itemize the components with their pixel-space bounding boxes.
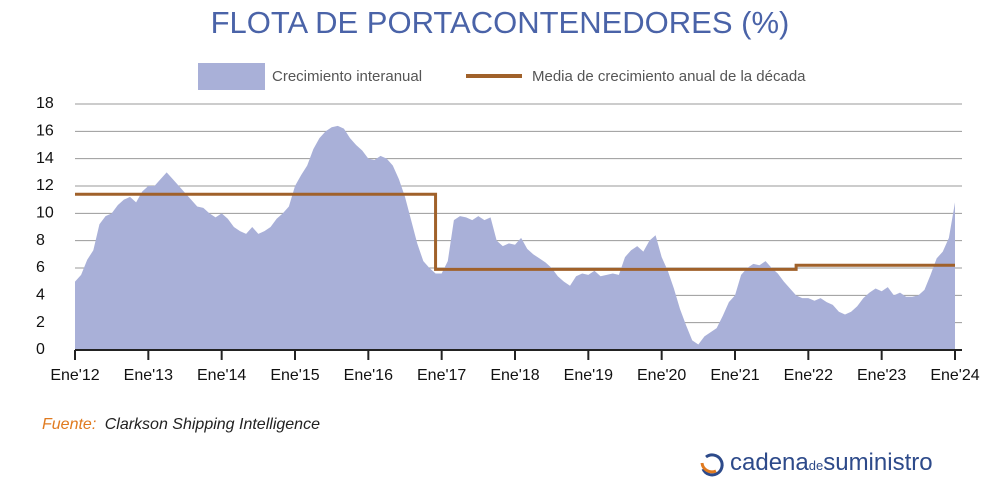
y-tick-label: 8 bbox=[36, 232, 45, 249]
x-tick-label: Ene'20 bbox=[637, 367, 686, 384]
chart-title: FLOTA DE PORTACONTENEDORES (%) bbox=[211, 5, 790, 40]
y-tick-label: 16 bbox=[36, 123, 54, 140]
legend-swatch bbox=[198, 63, 265, 90]
y-tick-label: 4 bbox=[36, 287, 45, 304]
x-tick-label: Ene'17 bbox=[417, 367, 466, 384]
x-tick-label: Ene'14 bbox=[197, 367, 246, 384]
average-line bbox=[75, 192, 955, 271]
logo-icon bbox=[701, 453, 724, 477]
x-tick-label: Ene'12 bbox=[50, 367, 99, 384]
logo: cadenadesuministro bbox=[700, 449, 933, 477]
source-note: Fuente: Clarkson Shipping Intelligence bbox=[42, 416, 320, 433]
logo-icon-accent bbox=[700, 462, 717, 474]
plot-area: 0 2 4 6 8 10 12 14 16 18 Ene'12 Ene'13 Ene'14 Ene'15 E… bbox=[36, 95, 980, 384]
x-tick-label: Ene'21 bbox=[710, 367, 759, 384]
source-text: Clarkson Shipping Intelligence bbox=[105, 416, 320, 433]
y-tick-label: 14 bbox=[36, 150, 54, 167]
y-tick-label: 18 bbox=[36, 95, 54, 112]
x-tick-label: Ene'18 bbox=[490, 367, 539, 384]
x-tick-label: Ene'22 bbox=[784, 367, 833, 384]
legend: Crecimiento interanual Media de crecimien… bbox=[198, 63, 806, 90]
logo-main: cadena bbox=[730, 449, 809, 476]
source-label: Fuente: bbox=[42, 416, 96, 433]
x-tick-label: Ene'24 bbox=[930, 367, 979, 384]
y-tick-label: 6 bbox=[36, 259, 45, 276]
y-tick-label: 0 bbox=[36, 341, 45, 358]
legend-label: Media de crecimiento anual de la década bbox=[532, 68, 806, 85]
y-tick-label: 12 bbox=[36, 177, 54, 194]
x-tick-label: Ene'13 bbox=[124, 367, 173, 384]
legend-label: Crecimiento interanual bbox=[272, 68, 422, 85]
x-tick-label: Ene'15 bbox=[270, 367, 319, 384]
logo-text: cadenadesuministro bbox=[730, 449, 933, 476]
area bbox=[75, 125, 955, 350]
logo-end: suministro bbox=[823, 449, 932, 476]
logo-small: de bbox=[809, 458, 823, 473]
x-tick-label: Ene'16 bbox=[344, 367, 393, 384]
x-tick-label: Ene'19 bbox=[564, 367, 613, 384]
y-tick-label: 2 bbox=[36, 314, 45, 331]
x-tick-label: Ene'23 bbox=[857, 367, 906, 384]
y-tick-label: 10 bbox=[36, 205, 54, 222]
